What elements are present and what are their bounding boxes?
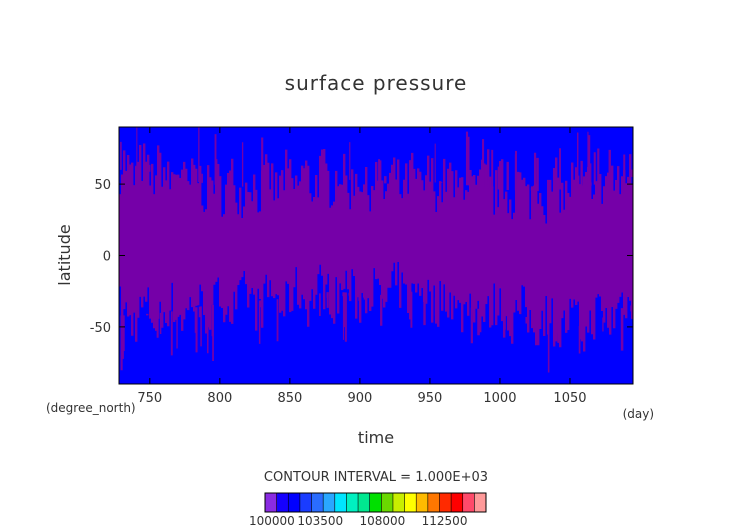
x-tick-label: 1000 — [483, 391, 516, 406]
colorbar-segment — [427, 493, 440, 512]
colorbar-segment — [311, 493, 324, 512]
colorbar-segment — [288, 493, 301, 512]
x-axis-ticks: 750 800 850 900 950 1000 1050 — [137, 127, 587, 406]
colorbar-segment — [462, 493, 475, 512]
colorbar-frame — [264, 492, 487, 513]
colorbar — [264, 492, 487, 513]
colorbar-segment — [346, 493, 359, 512]
y-axis-label: latitude — [55, 224, 74, 285]
contour-interval-label: CONTOUR INTERVAL = 1.000E+03 — [264, 470, 488, 485]
colorbar-segment — [334, 493, 347, 512]
y-axis-ticks: -50 0 50 — [90, 178, 633, 336]
colorbar-tick-label: 112500 — [422, 514, 468, 528]
y-tick-label: 50 — [94, 178, 111, 193]
x-tick-label: 900 — [347, 391, 372, 406]
colorbar-tick-label: 103500 — [297, 514, 343, 528]
y-tick-label: 0 — [103, 250, 111, 265]
high-pressure-band — [119, 143, 634, 352]
plot-area — [118, 126, 634, 385]
high-pressure-streaks — [120, 127, 633, 373]
colorbar-segment — [439, 493, 452, 512]
colorbar-segment — [369, 493, 382, 512]
colorbar-segment — [265, 493, 277, 512]
colorbar-segment — [404, 493, 417, 512]
colorbar-segment — [474, 493, 487, 512]
colorbar-segment — [276, 493, 289, 512]
pressure-field — [119, 127, 634, 373]
x-tick-label: 850 — [277, 391, 302, 406]
y-tick-label: -50 — [90, 321, 111, 336]
colorbar-segment — [381, 493, 394, 512]
colorbar-tick-labels: 100000 103500 108000 112500 — [249, 514, 467, 528]
x-axis-unit: (day) — [623, 407, 654, 421]
x-tick-label: 800 — [207, 391, 232, 406]
colorbar-segment — [451, 493, 464, 512]
colorbar-segment — [358, 493, 370, 512]
chart-title: surface pressure — [285, 71, 468, 95]
colorbar-segment — [392, 493, 405, 512]
colorbar-segment — [299, 493, 312, 512]
y-axis-unit: (degree_north) — [46, 401, 136, 415]
colorbar-segment — [416, 493, 429, 512]
x-tick-label: 1050 — [553, 391, 586, 406]
x-tick-label: 950 — [418, 391, 443, 406]
colorbar-tick-label: 100000 — [249, 514, 295, 528]
x-axis-label: time — [358, 428, 394, 447]
x-tick-label: 750 — [137, 391, 162, 406]
colorbar-segment — [323, 493, 336, 512]
colorbar-tick-label: 108000 — [360, 514, 406, 528]
